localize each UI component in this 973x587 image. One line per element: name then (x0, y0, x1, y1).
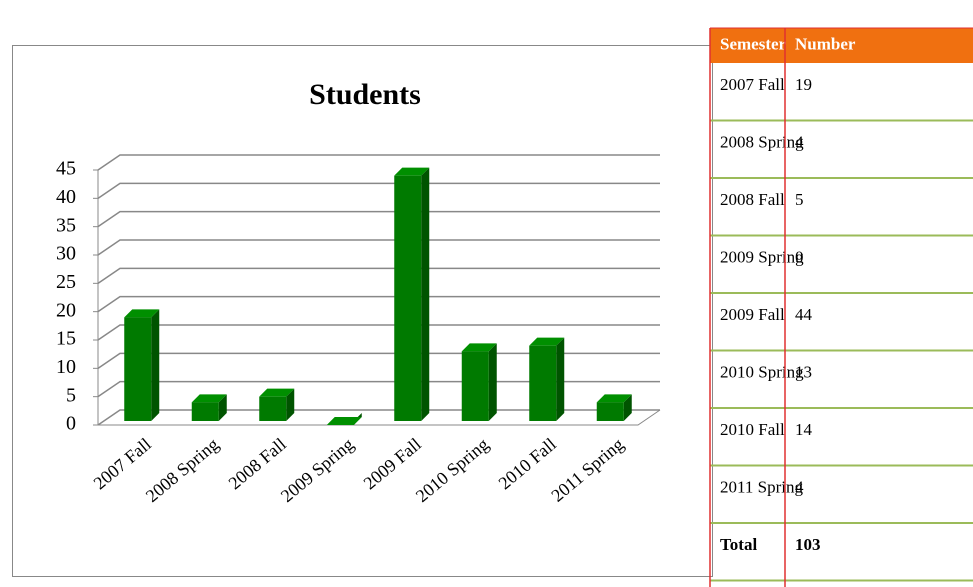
y-tick-label: 40 (56, 186, 76, 208)
bar-side (151, 309, 160, 421)
grid-line (97, 267, 660, 284)
table-cell: 44 (795, 305, 813, 324)
bar (259, 396, 287, 421)
bar-side (218, 394, 227, 421)
bar (124, 317, 152, 421)
grid-line (97, 182, 660, 199)
y-tick-label: 45 (56, 158, 76, 180)
table-header-cell: Number (795, 34, 856, 53)
table-cell: 14 (795, 420, 813, 439)
y-tick-label: 30 (56, 243, 76, 265)
table-cell: 103 (795, 535, 821, 554)
bar-side (488, 343, 497, 421)
bar-side (623, 394, 632, 421)
bar-top (394, 167, 430, 176)
grid-line (97, 210, 660, 228)
y-tick-label: 5 (66, 384, 76, 406)
floor (98, 409, 661, 426)
table-cell: 2011 Spring (720, 477, 803, 496)
bar-top (326, 417, 362, 425)
table-cell: Total (720, 535, 757, 554)
y-tick-label: 0 (66, 413, 76, 435)
bar-top (259, 388, 295, 397)
bar (461, 351, 489, 421)
bar (394, 175, 422, 421)
y-tick-label: 15 (56, 328, 76, 350)
y-tick-label: 20 (56, 299, 76, 321)
bar-top (124, 309, 160, 318)
y-tick-label: 35 (56, 214, 76, 236)
bar-side (556, 337, 565, 421)
table-cell: 2007 Fall (720, 75, 785, 94)
chart-title: Students (309, 78, 421, 111)
table-cell: 13 (795, 362, 812, 381)
bar (596, 402, 624, 421)
bar (529, 345, 557, 421)
table-cell: 2010 Fall (720, 420, 785, 439)
table-cell: 2009 Fall (720, 305, 785, 324)
table-header-bg (710, 28, 973, 63)
grid-line (97, 295, 660, 313)
table-cell: 19 (795, 75, 812, 94)
table-cell: 2008 Spring (720, 132, 804, 151)
bar-side (421, 167, 430, 421)
bar-top (529, 337, 565, 346)
bar (191, 402, 219, 421)
chart-frame (12, 45, 713, 577)
table-cell: 2010 Spring (720, 362, 804, 381)
grid-line (97, 154, 660, 171)
bar-side (286, 388, 295, 421)
bar-top (461, 343, 497, 352)
y-tick-label: 25 (56, 271, 76, 293)
bar-top (191, 394, 227, 403)
table-header-cell: Semester (720, 34, 787, 53)
table-cell: 0 (795, 247, 804, 266)
bar-top (596, 394, 632, 403)
table-cell: 4 (795, 132, 804, 151)
table-cell: 5 (795, 190, 804, 209)
table-cell: 2008 Fall (720, 190, 785, 209)
grid-line (97, 239, 660, 256)
grid-line (97, 324, 660, 341)
y-tick-label: 10 (56, 356, 76, 378)
table-cell: 2009 Spring (720, 247, 804, 266)
table-cell: 4 (795, 477, 804, 496)
